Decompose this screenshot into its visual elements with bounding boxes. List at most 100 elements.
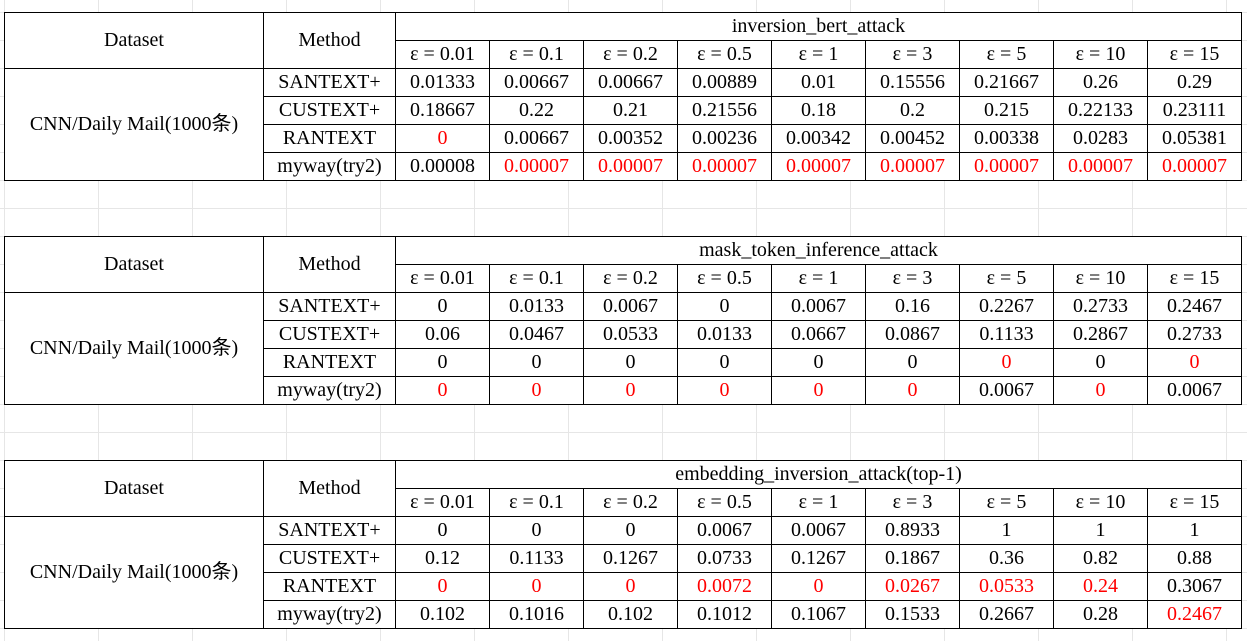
method-cell[interactable]: RANTEXT xyxy=(263,348,396,377)
value-cell[interactable]: 0.00352 xyxy=(583,124,678,153)
value-cell[interactable]: 0.1067 xyxy=(771,600,866,629)
attack-title-cell[interactable]: embedding_inversion_attack(top-1) xyxy=(395,460,1242,489)
method-cell[interactable]: CUSTEXT+ xyxy=(263,96,396,125)
value-cell[interactable]: 0.00236 xyxy=(677,124,772,153)
value-cell[interactable]: 0 xyxy=(1053,376,1148,405)
dataset-header-cell[interactable]: Dataset xyxy=(4,12,264,69)
value-cell[interactable]: 0.0533 xyxy=(583,320,678,349)
value-cell[interactable]: 0 xyxy=(489,516,584,545)
value-cell[interactable]: 0.102 xyxy=(583,600,678,629)
epsilon-header-cell[interactable]: ε = 0.1 xyxy=(489,264,584,293)
value-cell[interactable]: 0.01333 xyxy=(395,68,490,97)
value-cell[interactable]: 0.00007 xyxy=(771,152,866,181)
method-cell[interactable]: RANTEXT xyxy=(263,572,396,601)
value-cell[interactable]: 0.82 xyxy=(1053,544,1148,573)
method-cell[interactable]: CUSTEXT+ xyxy=(263,544,396,573)
method-cell[interactable]: myway(try2) xyxy=(263,600,396,629)
value-cell[interactable]: 0.00889 xyxy=(677,68,772,97)
value-cell[interactable]: 0.2467 xyxy=(1147,292,1242,321)
epsilon-header-cell[interactable]: ε = 0.2 xyxy=(583,488,678,517)
epsilon-header-cell[interactable]: ε = 1 xyxy=(771,264,866,293)
value-cell[interactable]: 0.1867 xyxy=(865,544,960,573)
value-cell[interactable]: 0 xyxy=(583,516,678,545)
epsilon-header-cell[interactable]: ε = 3 xyxy=(865,488,960,517)
method-header-cell[interactable]: Method xyxy=(263,12,396,69)
method-header-cell[interactable]: Method xyxy=(263,460,396,517)
epsilon-header-cell[interactable]: ε = 0.2 xyxy=(583,40,678,69)
value-cell[interactable]: 0.0067 xyxy=(771,292,866,321)
value-cell[interactable]: 0.1016 xyxy=(489,600,584,629)
epsilon-header-cell[interactable]: ε = 5 xyxy=(959,40,1054,69)
value-cell[interactable]: 0.0067 xyxy=(959,376,1054,405)
dataset-cell[interactable]: CNN/Daily Mail(1000条) xyxy=(4,292,264,405)
value-cell[interactable]: 0 xyxy=(395,124,490,153)
method-cell[interactable]: SANTEXT+ xyxy=(263,68,396,97)
value-cell[interactable]: 0.01 xyxy=(771,68,866,97)
value-cell[interactable]: 0 xyxy=(677,348,772,377)
value-cell[interactable]: 1 xyxy=(1147,516,1242,545)
value-cell[interactable]: 0.0133 xyxy=(677,320,772,349)
value-cell[interactable]: 0.22 xyxy=(489,96,584,125)
value-cell[interactable]: 0.0067 xyxy=(1147,376,1242,405)
value-cell[interactable]: 0.0283 xyxy=(1053,124,1148,153)
value-cell[interactable]: 0.102 xyxy=(395,600,490,629)
value-cell[interactable]: 0.00007 xyxy=(677,152,772,181)
value-cell[interactable]: 0 xyxy=(395,348,490,377)
value-cell[interactable]: 0 xyxy=(583,376,678,405)
epsilon-header-cell[interactable]: ε = 3 xyxy=(865,264,960,293)
value-cell[interactable]: 0.22133 xyxy=(1053,96,1148,125)
value-cell[interactable]: 0.2667 xyxy=(959,600,1054,629)
epsilon-header-cell[interactable]: ε = 5 xyxy=(959,488,1054,517)
method-header-cell[interactable]: Method xyxy=(263,236,396,293)
value-cell[interactable]: 0.2267 xyxy=(959,292,1054,321)
value-cell[interactable]: 0 xyxy=(489,376,584,405)
value-cell[interactable]: 0.0067 xyxy=(771,516,866,545)
dataset-header-cell[interactable]: Dataset xyxy=(4,460,264,517)
dataset-cell[interactable]: CNN/Daily Mail(1000条) xyxy=(4,516,264,629)
epsilon-header-cell[interactable]: ε = 10 xyxy=(1053,40,1148,69)
value-cell[interactable]: 0 xyxy=(1053,348,1148,377)
value-cell[interactable]: 0.24 xyxy=(1053,572,1148,601)
value-cell[interactable]: 0 xyxy=(489,572,584,601)
value-cell[interactable]: 0.00667 xyxy=(583,68,678,97)
epsilon-header-cell[interactable]: ε = 15 xyxy=(1147,264,1242,293)
value-cell[interactable]: 0 xyxy=(677,376,772,405)
value-cell[interactable]: 0.21 xyxy=(583,96,678,125)
method-cell[interactable]: SANTEXT+ xyxy=(263,516,396,545)
method-cell[interactable]: myway(try2) xyxy=(263,376,396,405)
value-cell[interactable]: 0.1133 xyxy=(959,320,1054,349)
method-cell[interactable]: CUSTEXT+ xyxy=(263,320,396,349)
value-cell[interactable]: 0.00338 xyxy=(959,124,1054,153)
epsilon-header-cell[interactable]: ε = 0.01 xyxy=(395,40,490,69)
value-cell[interactable]: 0 xyxy=(771,348,866,377)
value-cell[interactable]: 0.0467 xyxy=(489,320,584,349)
value-cell[interactable]: 0.2867 xyxy=(1053,320,1148,349)
value-cell[interactable]: 0.2467 xyxy=(1147,600,1242,629)
epsilon-header-cell[interactable]: ε = 10 xyxy=(1053,264,1148,293)
value-cell[interactable]: 0 xyxy=(771,376,866,405)
value-cell[interactable]: 0.0072 xyxy=(677,572,772,601)
value-cell[interactable]: 0.3067 xyxy=(1147,572,1242,601)
epsilon-header-cell[interactable]: ε = 0.2 xyxy=(583,264,678,293)
epsilon-header-cell[interactable]: ε = 0.5 xyxy=(677,264,772,293)
value-cell[interactable]: 0.16 xyxy=(865,292,960,321)
value-cell[interactable]: 0 xyxy=(489,348,584,377)
value-cell[interactable]: 0.05381 xyxy=(1147,124,1242,153)
value-cell[interactable]: 0.0267 xyxy=(865,572,960,601)
value-cell[interactable]: 0.0867 xyxy=(865,320,960,349)
value-cell[interactable]: 0.2733 xyxy=(1053,292,1148,321)
value-cell[interactable]: 0 xyxy=(865,376,960,405)
value-cell[interactable]: 0.00007 xyxy=(489,152,584,181)
value-cell[interactable]: 0.0067 xyxy=(583,292,678,321)
value-cell[interactable]: 0.29 xyxy=(1147,68,1242,97)
dataset-header-cell[interactable]: Dataset xyxy=(4,236,264,293)
value-cell[interactable]: 0.0133 xyxy=(489,292,584,321)
value-cell[interactable]: 0.2733 xyxy=(1147,320,1242,349)
value-cell[interactable]: 0 xyxy=(771,572,866,601)
value-cell[interactable]: 0.0533 xyxy=(959,572,1054,601)
epsilon-header-cell[interactable]: ε = 0.01 xyxy=(395,488,490,517)
value-cell[interactable]: 0.88 xyxy=(1147,544,1242,573)
value-cell[interactable]: 0 xyxy=(395,292,490,321)
value-cell[interactable]: 0.06 xyxy=(395,320,490,349)
epsilon-header-cell[interactable]: ε = 1 xyxy=(771,488,866,517)
